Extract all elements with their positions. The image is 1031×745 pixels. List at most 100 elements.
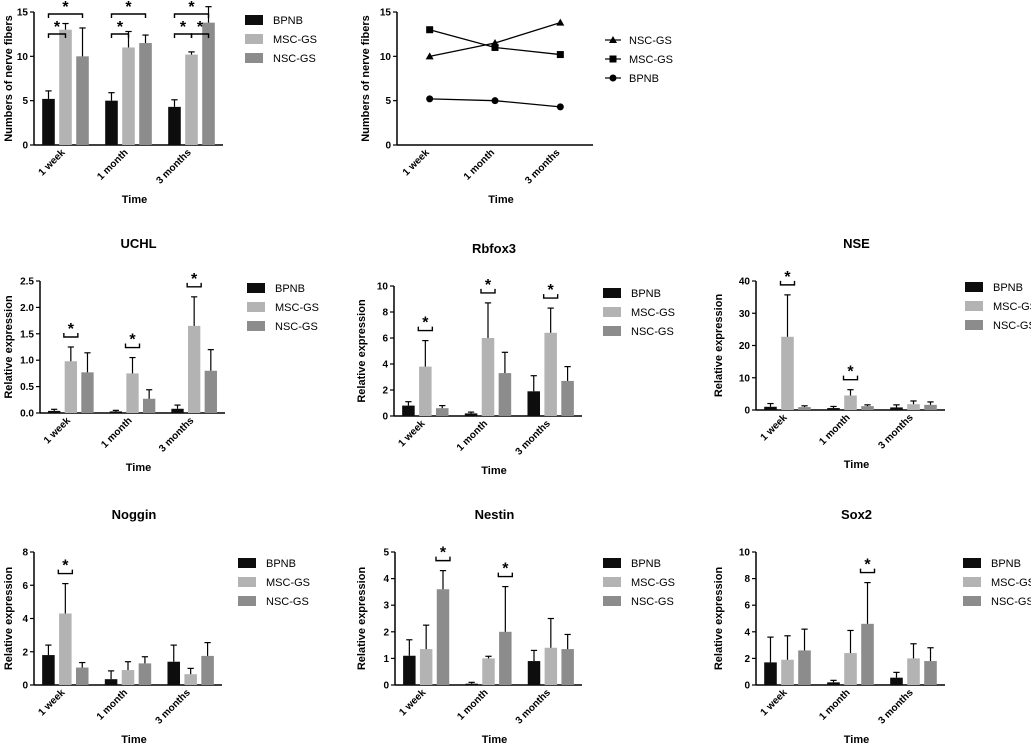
- nse-bar: [890, 407, 903, 410]
- nestin-x-axis-label: Time: [482, 734, 507, 745]
- fibers-line-x-tick-label: 1 month: [462, 147, 497, 182]
- fibers-bar-bar: [168, 106, 181, 145]
- nse-legend-swatch: [965, 301, 983, 311]
- fibers-line-panel: 0 5 10 15 Numbers of nerve fibers Time 1 week 1…: [360, 8, 673, 207]
- uchl-y-tick-label: 1.0: [20, 356, 34, 367]
- nestin-bar: [419, 649, 433, 685]
- uchl-bar: [126, 373, 139, 413]
- noggin-y-tick-label: 6: [22, 581, 28, 592]
- sox2-y-tick-label: 8: [744, 574, 750, 585]
- rbfox3-significance-bracket: [417, 326, 434, 332]
- nse-y-tick-label: 0: [744, 406, 750, 417]
- sox2-bar: [907, 658, 920, 685]
- nse-x-tick-label: 1 week: [759, 412, 790, 443]
- uchl-legend-label: MSC-GS: [275, 302, 319, 314]
- fibers-line-legend-label: BPNB: [629, 73, 659, 85]
- fibers-line-x-axis-label: Time: [488, 194, 513, 206]
- uchl-x-tick-label: 1 week: [42, 415, 73, 446]
- nestin-bar: [527, 661, 541, 685]
- noggin-bar: [42, 655, 55, 685]
- uchl-y-axis-label: Relative expression: [3, 295, 15, 399]
- nestin-y-tick-label: 0: [383, 681, 389, 692]
- nse-legend-swatch: [965, 320, 983, 330]
- uchl-bar: [142, 398, 156, 413]
- rbfox3-legend-label: MSC-GS: [631, 307, 675, 319]
- noggin-title: Noggin: [112, 507, 157, 522]
- fibers-bar-y-tick-label: 10: [17, 52, 29, 63]
- noggin-y-tick-label: 0: [22, 681, 28, 692]
- nse-y-axis-label: Relative expression: [713, 294, 725, 398]
- uchl-bar: [188, 325, 201, 413]
- fibers-bar-significance-star: *: [180, 19, 187, 36]
- noggin-significance-bracket: [57, 569, 74, 575]
- noggin-y-tick-label: 2: [22, 647, 28, 658]
- nestin-significance-bracket: [497, 572, 514, 578]
- uchl-x-tick-label: 3 months: [157, 415, 197, 455]
- rbfox3-bar: [527, 391, 541, 416]
- nestin-y-tick-label: 5: [383, 548, 389, 559]
- sox2-bar: [861, 623, 874, 685]
- nestin-bar: [403, 655, 416, 685]
- rbfox3-significance-bracket: [480, 288, 496, 294]
- fibers-bar-y-axis-label: Numbers of nerve fibers: [3, 15, 15, 142]
- rbfox3-bar: [561, 380, 574, 416]
- noggin-x-axis-label: Time: [121, 734, 146, 745]
- fibers-bar-y-tick-label: 5: [22, 96, 28, 107]
- noggin-y-tick-label: 4: [22, 614, 28, 625]
- uchl-legend-swatch: [247, 321, 265, 331]
- nse-title: NSE: [843, 236, 870, 251]
- fibers-line-point: [556, 103, 564, 111]
- noggin-x-tick-label: 1 week: [36, 687, 67, 718]
- sox2-x-tick-label: 1 week: [759, 687, 790, 718]
- rbfox3-legend-swatch: [603, 307, 621, 317]
- uchl-significance-star: *: [68, 321, 75, 338]
- sox2-y-tick-label: 6: [744, 601, 750, 612]
- fibers-bar-y-tick-label: 0: [22, 141, 28, 152]
- nestin-bar: [499, 631, 512, 685]
- uchl-legend-label: BPNB: [275, 283, 305, 295]
- uchl-bar: [48, 410, 61, 413]
- nestin-legend-label: BPNB: [631, 558, 661, 570]
- noggin-legend-swatch: [238, 577, 256, 587]
- nse-significance-star: *: [784, 269, 791, 286]
- rbfox3-significance-star: *: [485, 277, 492, 294]
- nestin-y-tick-label: 1: [383, 654, 389, 665]
- nse-x-axis-label: Time: [844, 459, 869, 471]
- nse-x-tick-label: 1 month: [817, 412, 852, 447]
- uchl-bar: [81, 372, 94, 413]
- nestin-x-tick-label: 3 months: [514, 687, 554, 727]
- nestin-bar: [544, 647, 558, 685]
- uchl-y-tick-label: 0.0: [20, 409, 34, 420]
- fibers-line-legend-label: NSC-GS: [629, 35, 672, 47]
- uchl-y-tick-label: 2.0: [20, 303, 34, 314]
- fibers-bar-significance-star: *: [125, 0, 132, 16]
- nestin-panel: 0 1 2 3 4 5 Relative expression Time Nestin 1 wee…: [356, 507, 675, 745]
- sox2-panel: 0 2 4 6 8 10 Relative expression Time Sox2 1 week…: [713, 507, 1031, 745]
- fibers-bar-significance-bracket: [47, 33, 67, 38]
- fibers-bar-significance-bracket: [110, 33, 130, 38]
- fibers-line-point: [556, 18, 565, 26]
- nse-bar: [844, 395, 857, 410]
- sox2-y-tick-label: 0: [744, 681, 750, 692]
- sox2-legend-swatch: [963, 577, 981, 587]
- fibers-bar-significance-bracket: [190, 33, 210, 38]
- uchl-significance-bracket: [186, 282, 202, 288]
- sox2-bar: [827, 682, 840, 685]
- fibers-line-x-tick-label: 3 months: [523, 147, 563, 187]
- sox2-bar: [890, 677, 903, 685]
- rbfox3-significance-bracket: [542, 294, 559, 299]
- uchl-x-axis-label: Time: [126, 462, 151, 474]
- fibers-line-legend-marker: [609, 74, 617, 82]
- rbfox3-bar: [435, 408, 449, 416]
- noggin-significance-star: *: [62, 558, 69, 575]
- nse-y-tick-label: 40: [739, 277, 751, 288]
- nestin-significance-star: *: [440, 545, 447, 562]
- fibers-bar-significance-bracket: [173, 13, 210, 18]
- nse-bar: [924, 404, 937, 410]
- uchl-bar: [204, 370, 217, 413]
- fibers-bar-legend-swatch: [245, 53, 263, 63]
- nse-legend-label: NSC-GS: [993, 320, 1031, 332]
- nse-x-tick-label: 3 months: [876, 412, 916, 452]
- noggin-bar: [138, 663, 152, 685]
- fibers-bar-legend-label: NSC-GS: [273, 53, 316, 65]
